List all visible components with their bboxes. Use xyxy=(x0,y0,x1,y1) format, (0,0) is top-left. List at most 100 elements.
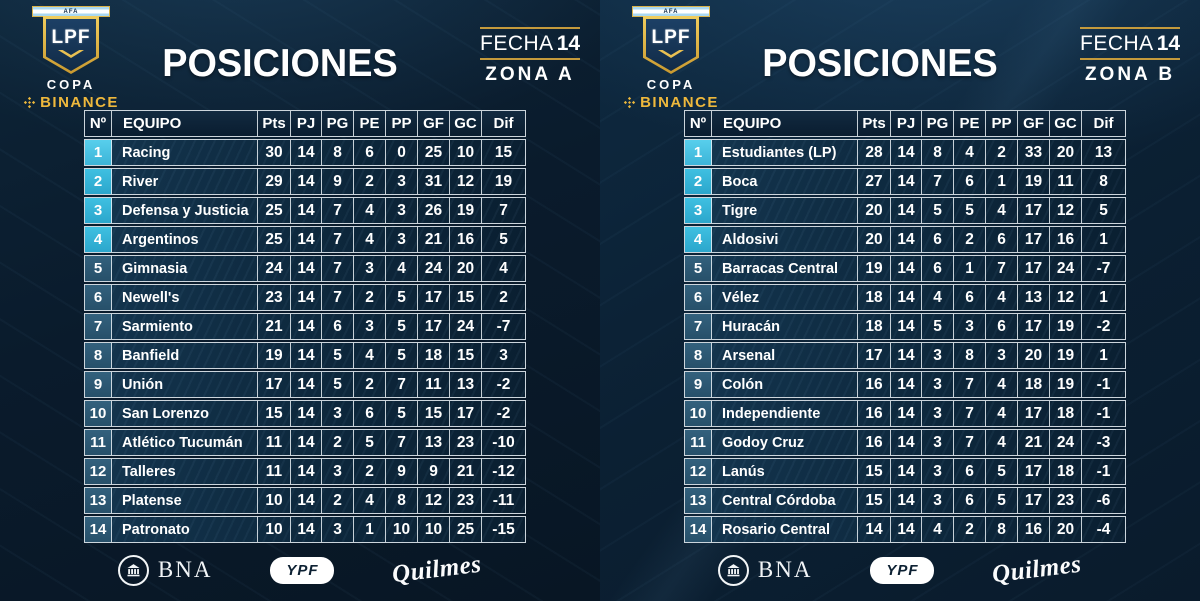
gf-cell: 17 xyxy=(1018,314,1050,339)
dif-cell: -7 xyxy=(1096,259,1111,277)
team-name-cell: Unión xyxy=(112,372,258,397)
fecha-number: 14 xyxy=(556,32,581,55)
pg-cell: 2 xyxy=(322,488,354,513)
position-cell: 6 xyxy=(685,285,712,310)
position-cell: 10 xyxy=(685,401,712,426)
bna-logo: BNA xyxy=(117,554,213,586)
gc-cell: 24 xyxy=(1050,430,1082,455)
pe-cell: 6 xyxy=(954,169,986,194)
team-name-cell: Defensa y Justicia xyxy=(112,198,258,223)
pe-cell: 4 xyxy=(354,488,386,513)
pe-cell: 3 xyxy=(954,314,986,339)
gold-rule xyxy=(480,27,580,29)
table-row: 6 Vélez 18 14 4 6 4 13 12 1 xyxy=(684,284,1126,311)
pts-cell: 28 xyxy=(858,140,891,165)
dif-cell: -12 xyxy=(492,462,515,480)
gc-cell: 24 xyxy=(1050,256,1082,281)
pe-cell: 2 xyxy=(954,227,986,252)
pj-cell: 14 xyxy=(891,285,922,310)
pj-cell: 14 xyxy=(291,285,322,310)
pe-cell: 6 xyxy=(354,140,386,165)
pts-cell: 18 xyxy=(858,285,891,310)
pe-cell: 5 xyxy=(954,198,986,223)
pj-cell: 14 xyxy=(891,227,922,252)
binance-label: BINANCE xyxy=(40,94,119,111)
gf-cell: 26 xyxy=(418,198,450,223)
table-row: 7 Huracán 18 14 5 3 6 17 19 -2 xyxy=(684,313,1126,340)
fecha-label: FECHA xyxy=(1080,32,1154,55)
pe-cell: 7 xyxy=(954,372,986,397)
pj-cell: 14 xyxy=(891,314,922,339)
dif-cell: 5 xyxy=(1099,201,1108,219)
table-row: 6 Newell's 23 14 7 2 5 17 15 2 xyxy=(84,284,526,311)
pe-cell: 4 xyxy=(954,140,986,165)
position-cell: 13 xyxy=(685,488,712,513)
table-row: 3 Tigre 20 14 5 5 4 17 12 5 xyxy=(684,197,1126,224)
table-row: 14 Rosario Central 14 14 4 2 8 16 20 -4 xyxy=(684,516,1126,543)
header-cell: PJ xyxy=(891,111,922,136)
dif-cell: -15 xyxy=(492,520,515,538)
pp-cell: 0 xyxy=(386,140,418,165)
table-header: Nº EQUIPO Pts PJ PG PE PP GF GC Dif xyxy=(84,110,526,137)
team-name-cell: Independiente xyxy=(712,401,858,426)
pg-cell: 5 xyxy=(322,343,354,368)
pe-cell: 6 xyxy=(954,459,986,484)
pe-cell: 8 xyxy=(954,343,986,368)
gf-cell: 31 xyxy=(418,169,450,194)
gc-cell: 15 xyxy=(450,343,482,368)
binance-label: BINANCE xyxy=(640,94,719,111)
pts-cell: 16 xyxy=(858,430,891,455)
pe-cell: 6 xyxy=(354,401,386,426)
gf-cell: 18 xyxy=(1018,372,1050,397)
team-name-cell: Atlético Tucumán xyxy=(112,430,258,455)
pg-cell: 3 xyxy=(322,517,354,542)
pts-cell: 16 xyxy=(858,401,891,426)
team-name-cell: Central Córdoba xyxy=(712,488,858,513)
sponsors-bar: BNA YPF Quilmes xyxy=(600,547,1200,593)
pg-cell: 7 xyxy=(322,256,354,281)
pg-cell: 6 xyxy=(322,314,354,339)
team-name-cell: Huracán xyxy=(712,314,858,339)
pts-cell: 30 xyxy=(258,140,291,165)
pp-cell: 5 xyxy=(386,285,418,310)
dif-cell: -2 xyxy=(496,375,511,393)
bank-building-icon xyxy=(117,554,149,586)
table-row: 8 Banfield 19 14 5 4 5 18 15 3 xyxy=(84,342,526,369)
dif-cell: 1 xyxy=(1099,230,1108,248)
gf-cell: 13 xyxy=(418,430,450,455)
pe-cell: 2 xyxy=(354,459,386,484)
table-row: 8 Arsenal 17 14 3 8 3 20 19 1 xyxy=(684,342,1126,369)
pe-cell: 2 xyxy=(354,285,386,310)
pj-cell: 14 xyxy=(891,517,922,542)
pe-cell: 2 xyxy=(354,169,386,194)
team-name-cell: Sarmiento xyxy=(112,314,258,339)
team-name-cell: Newell's xyxy=(112,285,258,310)
afa-ribbon: AFA xyxy=(632,6,710,17)
dif-cell: 5 xyxy=(499,230,508,248)
dif-cell: -2 xyxy=(496,404,511,422)
standings-table: Nº EQUIPO Pts PJ PG PE PP GF GC Dif 1 Es… xyxy=(684,110,1126,543)
pe-cell: 2 xyxy=(954,517,986,542)
pts-cell: 10 xyxy=(258,488,291,513)
pe-cell: 3 xyxy=(354,256,386,281)
pg-cell: 7 xyxy=(322,198,354,223)
pj-cell: 14 xyxy=(891,430,922,455)
gf-cell: 11 xyxy=(418,372,450,397)
gc-cell: 18 xyxy=(1050,401,1082,426)
table-row: 4 Argentinos 25 14 7 4 3 21 16 5 xyxy=(84,226,526,253)
position-cell: 11 xyxy=(685,430,712,455)
pts-cell: 16 xyxy=(858,372,891,397)
pts-cell: 17 xyxy=(858,343,891,368)
standings-table: Nº EQUIPO Pts PJ PG PE PP GF GC Dif 1 Ra… xyxy=(84,110,526,543)
team-name-cell: Banfield xyxy=(112,343,258,368)
dif-cell: 7 xyxy=(499,201,508,219)
position-cell: 5 xyxy=(85,256,112,281)
fecha-number: 14 xyxy=(1156,32,1181,55)
pg-cell: 8 xyxy=(922,140,954,165)
table-row: 13 Platense 10 14 2 4 8 12 23 -11 xyxy=(84,487,526,514)
pe-cell: 4 xyxy=(354,343,386,368)
table-row: 12 Lanús 15 14 3 6 5 17 18 -1 xyxy=(684,458,1126,485)
gc-cell: 12 xyxy=(450,169,482,194)
table-row: 2 Boca 27 14 7 6 1 19 11 8 xyxy=(684,168,1126,195)
header-cell: Dif xyxy=(1093,115,1114,132)
